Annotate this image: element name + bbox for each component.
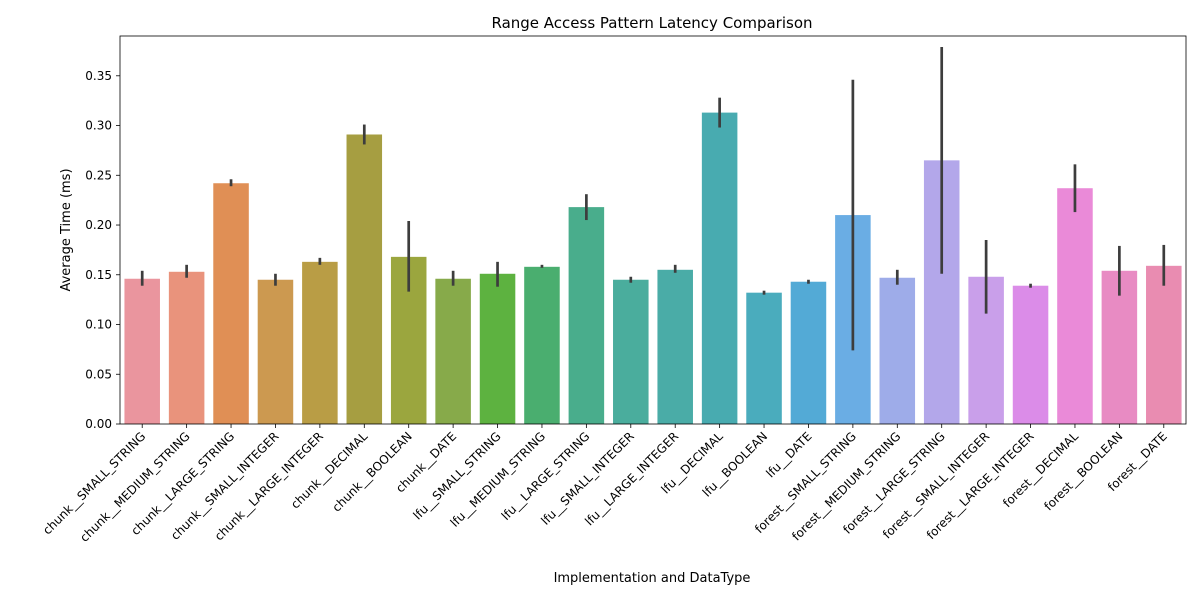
bar-lfu-boolean (746, 292, 782, 424)
bar-chunk-decimal (346, 134, 383, 424)
bar-lfu-small-integer (613, 279, 649, 424)
bar-lfu-large-string (568, 207, 605, 424)
y-axis-label: Average Time (ms) (59, 168, 74, 291)
bar-chunk-small-string (124, 278, 160, 424)
y-tick-label: 0.00 (85, 417, 112, 431)
x-tick-label: forest__BOOLEAN (1041, 429, 1125, 513)
y-tick-label: 0.25 (85, 168, 112, 182)
chart-title: Range Access Pattern Latency Comparison (491, 14, 812, 32)
x-axis: chunk__SMALL_STRINGchunk__MEDIUM_STRINGc… (40, 424, 1170, 545)
bar-lfu-date (790, 281, 827, 424)
x-axis-label: Implementation and DataType (554, 571, 751, 586)
bar-lfu-medium-string (524, 266, 560, 424)
error-bars-layer (140, 46, 1166, 351)
bar-forest-decimal (1057, 188, 1093, 424)
bar-lfu-decimal (701, 112, 738, 424)
bar-forest-date (1146, 265, 1182, 424)
x-tick-label: chunk__DECIMAL (288, 429, 370, 511)
x-tick-label: forest__DECIMAL (1000, 429, 1081, 510)
x-tick-label: lfu__LARGE_STRING (499, 429, 593, 523)
bar-lfu-small-string (479, 273, 516, 424)
y-tick-label: 0.05 (85, 367, 112, 381)
y-tick-label: 0.20 (85, 218, 112, 232)
bar-forest-medium-string (879, 277, 916, 424)
y-tick-label: 0.35 (85, 69, 112, 83)
y-tick-label: 0.30 (85, 119, 112, 133)
plot-frame (119, 35, 1187, 425)
y-tick-label: 0.10 (85, 318, 112, 332)
x-tick-label: lfu__SMALL_STRING (410, 429, 503, 522)
bar-chunk-small-integer (257, 279, 294, 424)
bar-forest-large-integer (1012, 285, 1049, 424)
bar-chunk-date (435, 278, 471, 424)
bar-chunk-large-integer (302, 261, 338, 424)
bar-forest-boolean (1101, 270, 1138, 424)
x-tick-label: chunk__BOOLEAN (329, 429, 414, 514)
bar-lfu-large-integer (657, 269, 693, 424)
y-tick-label: 0.15 (85, 268, 112, 282)
y-axis: 0.00 0.05 0.10 0.15 0.20 0.25 0.30 0.35 (85, 69, 120, 431)
bar-chunk-medium-string (168, 271, 205, 424)
bars-layer (124, 112, 1182, 424)
bar-chunk-large-string (213, 183, 249, 424)
